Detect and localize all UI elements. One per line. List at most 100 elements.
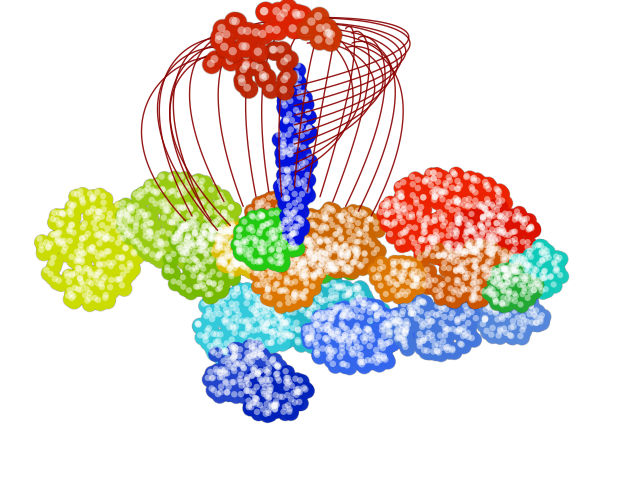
Point (345, 250, 355, 257)
Point (251, 329, 261, 336)
Point (243, 389, 253, 396)
Point (373, 227, 383, 234)
Point (239, 363, 249, 371)
Point (429, 196, 440, 204)
Point (494, 268, 504, 276)
Point (69, 275, 79, 283)
Point (279, 263, 289, 271)
Point (516, 216, 526, 223)
Point (542, 275, 552, 282)
Point (442, 253, 452, 261)
Point (411, 196, 421, 204)
Point (278, 191, 288, 199)
Point (126, 229, 136, 237)
Point (460, 314, 470, 322)
Point (327, 314, 337, 322)
Point (459, 268, 469, 276)
Point (222, 372, 232, 379)
Point (290, 296, 300, 303)
Point (500, 215, 510, 223)
Point (221, 30, 232, 38)
Point (393, 259, 403, 267)
Point (130, 206, 140, 214)
Point (259, 241, 269, 249)
Point (216, 228, 227, 236)
Point (289, 227, 299, 235)
Point (274, 333, 284, 340)
Point (250, 215, 260, 222)
Point (480, 226, 490, 233)
Point (472, 247, 482, 255)
Point (69, 256, 79, 264)
Point (282, 213, 292, 220)
Point (261, 304, 271, 312)
Point (497, 197, 507, 204)
Point (170, 175, 180, 182)
Point (288, 208, 298, 216)
Point (266, 395, 276, 402)
Point (39, 245, 49, 252)
Point (290, 199, 300, 207)
Point (213, 235, 223, 243)
Point (333, 311, 343, 318)
Point (68, 214, 79, 222)
Point (339, 265, 349, 273)
Point (131, 241, 141, 249)
Point (299, 118, 309, 125)
Point (218, 291, 228, 299)
Point (250, 256, 260, 264)
Point (450, 224, 460, 231)
Point (250, 389, 260, 396)
Point (284, 56, 294, 63)
Point (242, 286, 252, 294)
Point (392, 281, 403, 288)
Point (148, 230, 159, 238)
Point (509, 307, 520, 314)
Point (163, 207, 173, 215)
Point (250, 61, 260, 69)
Point (232, 232, 243, 240)
Point (280, 203, 290, 210)
Point (273, 251, 283, 259)
Point (65, 200, 75, 208)
Point (287, 76, 297, 84)
Point (303, 332, 314, 340)
Point (221, 319, 232, 327)
Point (537, 316, 547, 324)
Point (440, 346, 450, 353)
Point (403, 345, 413, 352)
Point (198, 240, 209, 248)
Point (351, 244, 362, 252)
Point (325, 238, 335, 246)
Point (129, 217, 140, 225)
Point (360, 309, 370, 316)
Point (179, 176, 189, 183)
Point (296, 339, 306, 347)
Point (281, 239, 291, 246)
Point (508, 281, 518, 289)
Point (125, 262, 136, 270)
Point (457, 281, 467, 288)
Point (234, 255, 244, 263)
Point (86, 247, 96, 254)
Point (346, 311, 356, 318)
Point (250, 256, 260, 264)
Point (317, 252, 328, 259)
Point (269, 331, 280, 338)
Point (282, 384, 292, 392)
Point (282, 216, 292, 224)
Point (243, 240, 253, 248)
Point (486, 258, 496, 266)
Point (264, 369, 274, 377)
Point (222, 213, 232, 221)
Point (491, 205, 501, 213)
Point (78, 224, 88, 231)
Point (259, 219, 269, 227)
Point (387, 333, 397, 341)
Point (350, 238, 360, 245)
Point (507, 254, 517, 262)
Point (292, 251, 303, 259)
Point (434, 171, 444, 179)
Point (255, 231, 265, 239)
Point (335, 283, 345, 291)
